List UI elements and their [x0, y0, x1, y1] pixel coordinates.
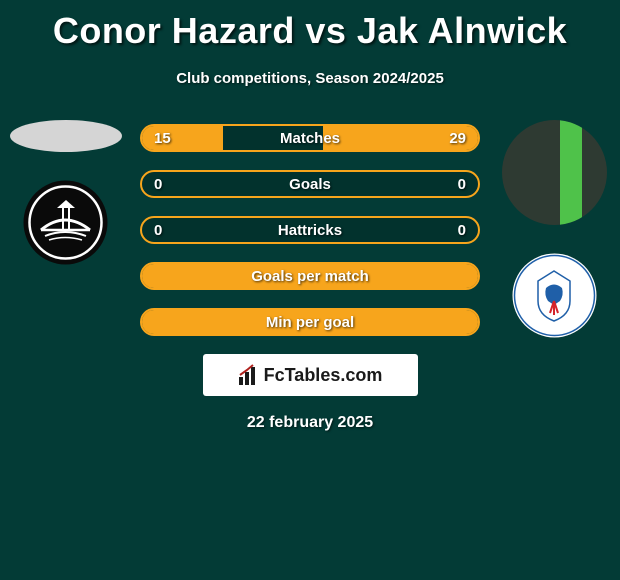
player-left-avatar-placeholder: [10, 120, 122, 152]
stat-label: Hattricks: [278, 222, 342, 239]
player-right-column: [497, 120, 612, 338]
stat-right-value: 0: [458, 222, 466, 239]
stat-row-min-per-goal: Min per goal: [140, 308, 480, 336]
stat-left-value: 0: [154, 176, 162, 193]
fctables-brand: FcTables.com: [203, 354, 418, 396]
stat-row-goals: 0 Goals 0: [140, 170, 480, 198]
player-right-avatar: [502, 120, 607, 225]
club-badge-left: [23, 180, 108, 265]
stat-row-matches: 15 Matches 29: [140, 124, 480, 152]
page-title: Conor Hazard vs Jak Alnwick: [0, 0, 620, 52]
stat-label: Goals: [289, 176, 331, 193]
stat-right-value: 0: [458, 176, 466, 193]
stat-label: Goals per match: [251, 268, 369, 285]
date-text: 22 february 2025: [140, 414, 480, 432]
stat-left-value: 0: [154, 222, 162, 239]
stat-left-value: 15: [154, 130, 171, 147]
subtitle: Club competitions, Season 2024/2025: [0, 70, 620, 87]
brand-text: FcTables.com: [264, 365, 383, 386]
player-left-column: [8, 120, 123, 265]
stat-label: Min per goal: [266, 314, 354, 331]
stats-container: 15 Matches 29 0 Goals 0 0 Hattricks 0 Go…: [140, 124, 480, 432]
club-badge-right: [512, 253, 597, 338]
stat-label: Matches: [280, 130, 340, 147]
bars-icon: [238, 364, 260, 386]
stat-row-goals-per-match: Goals per match: [140, 262, 480, 290]
stat-row-hattricks: 0 Hattricks 0: [140, 216, 480, 244]
stat-right-value: 29: [449, 130, 466, 147]
jersey-stripe: [560, 120, 582, 225]
